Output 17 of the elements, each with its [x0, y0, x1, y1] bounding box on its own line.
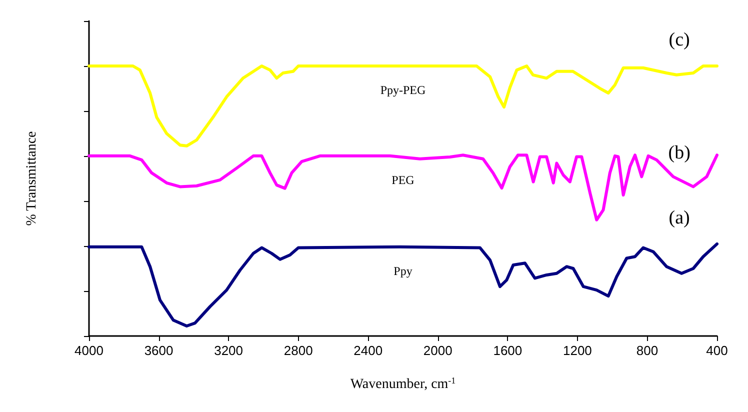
x-tick-label: 400: [706, 343, 728, 358]
series-label: Ppy: [394, 264, 412, 278]
x-tick-label: 2000: [423, 343, 452, 358]
x-tick-label: 800: [636, 343, 658, 358]
x-tick-label: 3200: [214, 343, 244, 358]
x-tick-label: 2800: [284, 343, 313, 358]
y-axis-title: % Transmittance: [24, 131, 40, 226]
text: (c): [668, 30, 690, 50]
annotation: (a): [668, 207, 690, 228]
x-tick-label: 1600: [493, 343, 522, 358]
annotation: (b): [668, 142, 690, 164]
x-tick-label: 2400: [354, 343, 383, 358]
series-label: PEG: [392, 172, 415, 187]
x-tick-label: 1200: [562, 343, 592, 358]
series-label: Ppy-PEG: [380, 83, 426, 97]
x-tick-label: 4000: [74, 343, 104, 358]
x-tick-label: 3600: [144, 343, 174, 358]
